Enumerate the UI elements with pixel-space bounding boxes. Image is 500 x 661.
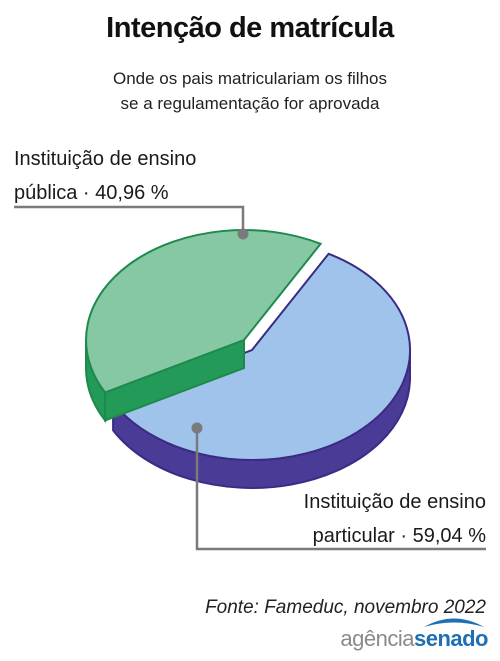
leader-dot-public	[237, 228, 249, 240]
subtitle-line-1: Onde os pais matriculariam os filhos	[112, 69, 387, 88]
logo-text-senado: senado	[413, 626, 489, 651]
slice-label-private-line-2: particular · 59,04 %	[312, 525, 486, 547]
logo-text-agencia: agência	[340, 626, 414, 651]
subtitle-line-2: se a regulamentação for aprovada	[120, 94, 380, 113]
leader-dot-private	[191, 422, 203, 434]
leader-line-public	[14, 205, 245, 232]
slice-label-private-line-1: Instituição de ensino	[303, 491, 486, 513]
chart-title: Intenção de matrícula	[106, 12, 394, 44]
agencia-senado-logo: agênciasenado	[340, 624, 488, 654]
logo-arc-icon	[424, 618, 484, 627]
leader-line-private	[195, 428, 486, 551]
source-note: Fonte: Fameduc, novembro 2022	[205, 597, 486, 618]
slice-label-public-line-2: pública · 40,96 %	[14, 182, 169, 204]
pie-slice-public	[85, 229, 323, 394]
chart-subtitle: Onde os pais matriculariam os filhos se …	[0, 66, 500, 116]
slice-label-private: Instituição de ensino particular · 59,04…	[304, 485, 486, 553]
slice-label-public-line-1: Instituição de ensino	[14, 148, 197, 170]
slice-label-public: Instituição de ensino pública · 40,96 %	[14, 142, 196, 210]
pie-slice-private	[111, 252, 412, 462]
